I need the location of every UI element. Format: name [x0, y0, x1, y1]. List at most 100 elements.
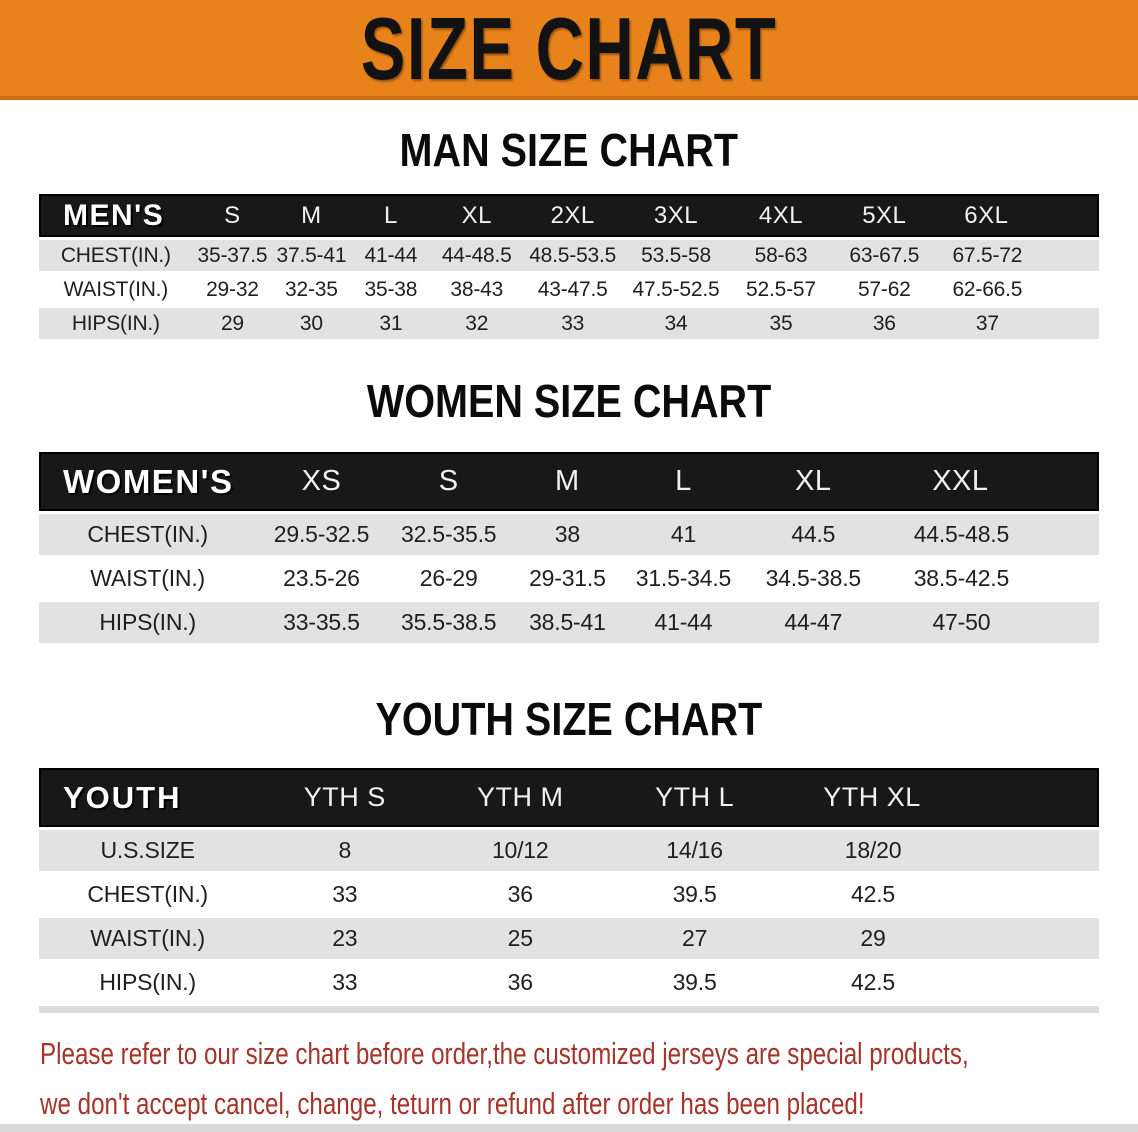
measurement-row: CHEST(IN.) 33 36 39.5 42.5 — [39, 874, 1099, 915]
size-value-cell: 32-35 — [272, 274, 351, 305]
women-size-table: WOMEN'S XS S M L XL XXL CHEST(IN.) 29.5-32.5 32.5… — [39, 449, 1099, 646]
size-value-cell: 34 — [623, 308, 730, 339]
size-value-cell: 63-67.5 — [832, 240, 936, 271]
table-corner-label: WOMEN'S — [39, 452, 257, 511]
row-label: HIPS(IN.) — [39, 308, 193, 339]
size-value-cell: 38-43 — [431, 274, 523, 305]
size-value-cell: 53.5-58 — [623, 240, 730, 271]
size-value-cell: 29-31.5 — [510, 558, 625, 599]
size-column-header: M — [510, 452, 625, 511]
row-label: HIPS(IN.) — [39, 962, 257, 1003]
size-value-cell: 33-35.5 — [256, 602, 387, 643]
row-label: WAIST(IN.) — [39, 918, 257, 959]
size-value-cell: 36 — [433, 874, 608, 915]
youth-table-footer-strip — [39, 1006, 1099, 1013]
size-value-cell: 37.5-41 — [272, 240, 351, 271]
row-label: CHEST(IN.) — [39, 874, 257, 915]
size-column-header: 4XL — [729, 194, 833, 237]
size-value-cell: 47-50 — [883, 602, 1099, 643]
size-value-cell: 44-48.5 — [431, 240, 523, 271]
size-column-header: S — [192, 194, 273, 237]
size-value-cell: 38 — [510, 514, 625, 555]
size-value-cell: 67.5-72 — [935, 240, 1099, 271]
size-value-cell: 44-47 — [742, 602, 884, 643]
size-column-header: 3XL — [623, 194, 730, 237]
size-column-header: XXL — [883, 452, 1099, 511]
size-column-header: M — [272, 194, 351, 237]
size-value-cell: 57-62 — [832, 274, 936, 305]
size-column-header: L — [624, 452, 743, 511]
size-value-cell: 33 — [256, 874, 434, 915]
size-value-cell: 38.5-42.5 — [883, 558, 1099, 599]
size-value-cell: 44.5-48.5 — [883, 514, 1099, 555]
size-column-header: YTH XL — [782, 768, 1099, 827]
row-label: CHEST(IN.) — [39, 240, 193, 271]
size-value-cell: 47.5-52.5 — [623, 274, 730, 305]
size-value-cell: 35-37.5 — [192, 240, 273, 271]
size-value-cell: 23 — [256, 918, 434, 959]
size-value-cell: 35 — [729, 308, 833, 339]
row-label: CHEST(IN.) — [39, 514, 257, 555]
size-value-cell: 52.5-57 — [729, 274, 833, 305]
disclaimer-line-1: Please refer to our size chart before or… — [40, 1036, 969, 1071]
row-label: WAIST(IN.) — [39, 274, 193, 305]
size-value-cell: 35.5-38.5 — [386, 602, 511, 643]
size-value-cell: 29 — [782, 918, 1099, 959]
youth-size-table: YOUTH YTH S YTH M YTH L YTH XL U.S.SIZE 8 10/12… — [39, 765, 1099, 1006]
size-value-cell: 43-47.5 — [522, 274, 624, 305]
size-value-cell: 39.5 — [607, 962, 783, 1003]
size-value-cell: 48.5-53.5 — [522, 240, 624, 271]
size-value-cell: 14/16 — [607, 830, 783, 871]
women-section-title: WOMEN SIZE CHART — [366, 375, 772, 427]
size-value-cell: 35-38 — [350, 274, 432, 305]
size-value-cell: 34.5-38.5 — [742, 558, 884, 599]
size-value-cell: 10/12 — [433, 830, 608, 871]
size-value-cell: 32 — [431, 308, 523, 339]
size-column-header: 6XL — [935, 194, 1099, 237]
size-value-cell: 58-63 — [729, 240, 833, 271]
row-label: WAIST(IN.) — [39, 558, 257, 599]
measurement-row: WAIST(IN.) 23 25 27 29 — [39, 918, 1099, 959]
banner-title: SIZE CHART — [360, 0, 778, 98]
size-value-cell: 23.5-26 — [256, 558, 387, 599]
men-size-table: MEN'S S M L XL 2XL 3XL 4XL 5XL 6XL CHEST(IN.) 35-37… — [39, 191, 1099, 342]
table-corner-label: MEN'S — [39, 194, 193, 237]
size-value-cell: 8 — [256, 830, 434, 871]
size-column-header: XL — [431, 194, 523, 237]
size-column-header: L — [350, 194, 432, 237]
size-value-cell: 29-32 — [192, 274, 273, 305]
size-value-cell: 62-66.5 — [935, 274, 1099, 305]
size-column-header: S — [386, 452, 511, 511]
size-value-cell: 39.5 — [607, 874, 783, 915]
size-column-header: 5XL — [832, 194, 936, 237]
measurement-row: CHEST(IN.) 35-37.5 37.5-41 41-44 44-48.5 48.5… — [39, 240, 1099, 271]
size-value-cell: 41-44 — [350, 240, 432, 271]
measurement-row: WAIST(IN.) 29-32 32-35 35-38 38-43 43-47.5 47.… — [39, 274, 1099, 305]
size-value-cell: 30 — [272, 308, 351, 339]
size-value-cell: 41-44 — [624, 602, 743, 643]
size-value-cell: 27 — [607, 918, 783, 959]
measurement-row: HIPS(IN.) 33-35.5 35.5-38.5 38.5-41 41-44 44-… — [39, 602, 1099, 643]
size-value-cell: 42.5 — [782, 962, 1099, 1003]
size-column-header: XL — [742, 452, 884, 511]
size-column-header: YTH M — [433, 768, 608, 827]
measurement-row: CHEST(IN.) 29.5-32.5 32.5-35.5 38 41 44.5 44.5… — [39, 514, 1099, 555]
measurement-row: U.S.SIZE 8 10/12 14/16 18/20 — [39, 830, 1099, 871]
bottom-edge-strip — [0, 1124, 1138, 1132]
men-section-title: MAN SIZE CHART — [399, 124, 739, 176]
row-label: U.S.SIZE — [39, 830, 257, 871]
measurement-row: HIPS(IN.) 33 36 39.5 42.5 — [39, 962, 1099, 1003]
size-value-cell: 29.5-32.5 — [256, 514, 387, 555]
disclaimer-line-2: we don't accept cancel, change, teturn o… — [40, 1086, 865, 1121]
size-value-cell: 29 — [192, 308, 273, 339]
size-value-cell: 31.5-34.5 — [624, 558, 743, 599]
measurement-row: HIPS(IN.) 29 30 31 32 33 34 35 36 37 — [39, 308, 1099, 339]
size-value-cell: 26-29 — [386, 558, 511, 599]
row-label: HIPS(IN.) — [39, 602, 257, 643]
size-column-header: YTH L — [607, 768, 783, 827]
size-value-cell: 44.5 — [742, 514, 884, 555]
size-value-cell: 33 — [256, 962, 434, 1003]
size-value-cell: 36 — [832, 308, 936, 339]
disclaimer: Please refer to our size chart before or… — [40, 1029, 1138, 1129]
